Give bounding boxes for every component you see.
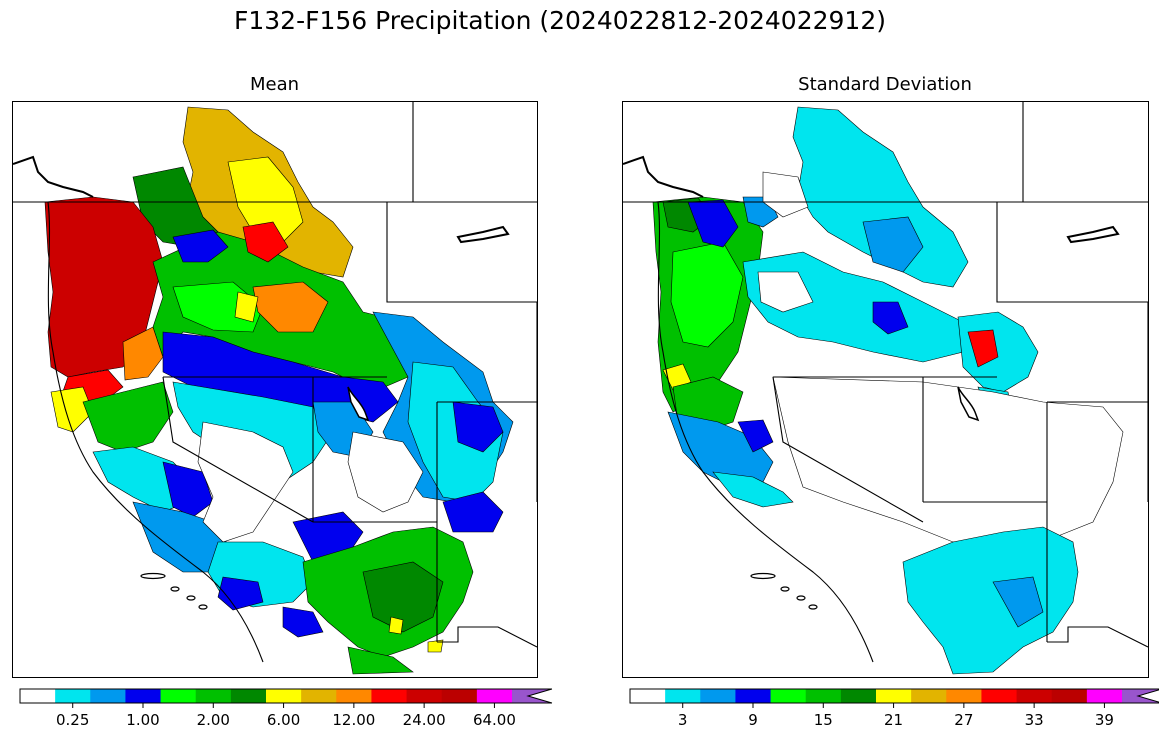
sd-colorbar-segment xyxy=(735,689,772,703)
sd-colorbar-segment xyxy=(876,689,912,703)
sd-colorbar xyxy=(629,688,1159,708)
mean-tick-label: 0.25 xyxy=(56,711,90,729)
region-coast-red xyxy=(44,196,164,378)
mean-panel-title: Mean xyxy=(249,74,300,95)
sd-colorbar-segment xyxy=(981,689,1018,703)
sd-coastline-north xyxy=(623,155,704,198)
region-yellow-nm xyxy=(427,639,444,653)
sd-colorbar-segment xyxy=(840,689,877,703)
region-sd-cyan-ca xyxy=(712,471,794,508)
mean-colorbar-segment xyxy=(20,689,56,703)
mean-colorbar-segment xyxy=(90,689,126,703)
sd-colorbar-segment xyxy=(770,689,807,703)
sd-map-canvas xyxy=(623,102,1148,675)
mean-colorbar-segment xyxy=(230,689,267,703)
region-sd-yellow xyxy=(662,363,692,391)
mean-colorbar-segment xyxy=(512,689,552,703)
region-sd-brightgreen xyxy=(670,241,744,348)
mean-colorbar-svg xyxy=(19,688,553,708)
sd-tick-label: 9 xyxy=(748,711,758,729)
region-sd-lightblue-az xyxy=(992,576,1044,628)
mean-tick-label: 24.00 xyxy=(402,711,446,729)
mean-tick-label: 12.00 xyxy=(332,711,376,729)
mean-colorbar-segment xyxy=(160,689,197,703)
region-yellow-mt xyxy=(234,291,259,323)
sd-tick-label: 21 xyxy=(884,711,904,729)
region-sd-north-blue xyxy=(862,216,924,273)
sd-colorbar-outline xyxy=(629,688,1159,704)
region-sd-white-basin xyxy=(772,376,1124,543)
region-blue-colorado xyxy=(452,401,504,453)
region-yellow-nca xyxy=(50,386,94,433)
sd-region-fills xyxy=(652,106,1124,675)
mean-colorbar-outline xyxy=(19,688,553,704)
figure-title: F132-F156 Precipitation (2024022812-2024… xyxy=(233,6,886,35)
mean-colorbar-segment xyxy=(55,689,91,703)
region-orange-cascade xyxy=(122,326,164,381)
sd-precipitation-map xyxy=(622,101,1149,678)
mean-region-fills xyxy=(44,106,514,675)
sd-colorbar-segment xyxy=(946,689,982,703)
mean-tick-label: 6.00 xyxy=(266,711,301,729)
sd-colorbar-segment xyxy=(1086,689,1123,703)
region-sd-cyan-wy xyxy=(957,311,1039,393)
region-blue-co2 xyxy=(442,491,504,533)
mean-map-canvas xyxy=(13,102,537,675)
mean-colorbar-segment xyxy=(441,689,478,703)
mean-tick-label: 64.00 xyxy=(472,711,516,729)
region-sd-blue-olympic xyxy=(687,199,739,248)
region-orange-mt xyxy=(252,281,329,333)
region-sd-white-wa xyxy=(762,171,809,218)
region-sd-white-or xyxy=(757,271,814,313)
mean-tick-label: 2.00 xyxy=(196,711,230,729)
mean-colorbar-segment xyxy=(371,689,408,703)
sd-tick-label: 33 xyxy=(1024,711,1044,729)
region-blue-idaho xyxy=(172,229,229,263)
region-sd-blue-sierra xyxy=(737,419,774,453)
sd-lakes xyxy=(750,225,1120,610)
mean-lakes xyxy=(140,225,510,610)
sd-colorbar-segment xyxy=(630,689,666,703)
mean-colorbar-segment xyxy=(476,689,513,703)
region-blue-az2 xyxy=(217,576,264,611)
region-green-mexico xyxy=(347,646,414,675)
region-green-nca xyxy=(82,381,174,453)
region-darkgreen-sw xyxy=(362,561,444,633)
region-blue-sierra xyxy=(162,461,214,518)
mean-colorbar xyxy=(19,688,553,708)
region-white-basin xyxy=(197,421,294,543)
sd-colorbar-segment xyxy=(665,689,701,703)
mean-colorbar-segment xyxy=(195,689,232,703)
sd-tick-label: 3 xyxy=(677,711,688,729)
region-sd-cyan-az xyxy=(902,526,1079,675)
sd-tick-label: 39 xyxy=(1094,711,1114,729)
sd-colorbar-segment xyxy=(805,689,842,703)
sd-boundaries xyxy=(623,102,1148,663)
region-yellow-north xyxy=(227,156,304,243)
region-white-utah xyxy=(347,431,424,513)
sd-colorbar-segment xyxy=(1016,689,1053,703)
region-sd-blue-mt xyxy=(872,301,909,335)
mean-colorbar-segment xyxy=(266,689,302,703)
sd-tick-label: 15 xyxy=(813,711,833,729)
sd-tick-label: 27 xyxy=(954,711,974,729)
region-blue-socal xyxy=(282,606,324,638)
region-yellow-sw xyxy=(388,616,404,635)
sd-colorbar-segment xyxy=(700,689,736,703)
mean-boundaries xyxy=(13,102,537,663)
mean-precipitation-map xyxy=(12,101,538,678)
mean-colorbar-segment xyxy=(406,689,443,703)
mean-colorbar-segment xyxy=(336,689,372,703)
mean-coastline-north xyxy=(13,155,94,198)
region-sd-red-wy xyxy=(967,329,999,368)
sd-colorbar-svg xyxy=(629,688,1159,708)
mean-colorbar-segment xyxy=(301,689,337,703)
mean-colorbar-segment xyxy=(125,689,162,703)
sd-colorbar-segment xyxy=(1051,689,1088,703)
mean-tick-label: 1.00 xyxy=(126,711,160,729)
sd-panel-title: Standard Deviation xyxy=(798,74,972,95)
region-red-mt xyxy=(242,221,289,263)
sd-colorbar-segment xyxy=(911,689,947,703)
